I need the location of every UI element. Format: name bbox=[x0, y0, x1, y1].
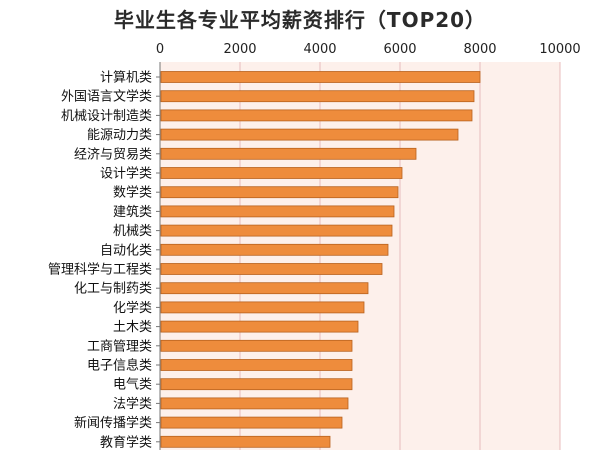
bar bbox=[160, 282, 369, 295]
category-label: 工商管理类 bbox=[87, 339, 152, 354]
x-tick-label: 4000 bbox=[303, 42, 336, 57]
bar bbox=[160, 320, 359, 333]
category-label: 机械设计制造类 bbox=[61, 109, 152, 124]
category-label: 教育学类 bbox=[100, 434, 152, 450]
bar bbox=[160, 397, 349, 410]
bar bbox=[160, 128, 459, 141]
category-label: 土木类 bbox=[113, 320, 152, 335]
bar bbox=[160, 243, 389, 256]
category-label: 电气类 bbox=[113, 377, 152, 393]
bar bbox=[160, 359, 353, 371]
bar bbox=[160, 71, 481, 83]
category-label: 化学类 bbox=[113, 300, 152, 316]
category-label: 计算机类 bbox=[100, 71, 152, 86]
category-label: 化工与制药类 bbox=[74, 282, 152, 297]
category-label: 管理科学与工程类 bbox=[48, 262, 152, 278]
bar bbox=[160, 224, 393, 237]
bar bbox=[160, 167, 403, 179]
category-label: 机械类 bbox=[113, 224, 152, 239]
x-tick-label: 2000 bbox=[223, 42, 256, 57]
x-tick-label: 6000 bbox=[383, 42, 416, 57]
bar bbox=[160, 263, 383, 275]
category-label: 经济与贸易类 bbox=[74, 147, 152, 162]
bar bbox=[160, 339, 353, 352]
x-tick-label: 8000 bbox=[463, 42, 496, 57]
x-tick-label: 0 bbox=[156, 42, 164, 57]
category-label: 能源动力类 bbox=[87, 128, 152, 143]
bar bbox=[160, 301, 365, 314]
category-label: 电子信息类 bbox=[87, 358, 152, 374]
bar bbox=[160, 186, 399, 199]
chart-title: 毕业生各专业平均薪资排行（TOP20） bbox=[113, 8, 487, 32]
category-label: 建筑类 bbox=[113, 204, 152, 220]
bar bbox=[160, 378, 353, 391]
category-label: 自动化类 bbox=[100, 243, 152, 258]
category-label: 新闻传播学类 bbox=[74, 415, 152, 431]
bar bbox=[160, 205, 395, 218]
category-label: 法学类 bbox=[113, 396, 152, 412]
category-label: 外国语言文学类 bbox=[61, 89, 152, 105]
bar bbox=[160, 147, 417, 160]
category-label: 设计学类 bbox=[100, 166, 152, 182]
category-label: 数学类 bbox=[113, 185, 152, 201]
bar bbox=[160, 90, 475, 103]
bar bbox=[160, 435, 331, 448]
bar bbox=[160, 109, 473, 122]
bar bbox=[160, 416, 343, 429]
x-tick-label: 10000 bbox=[539, 42, 580, 57]
